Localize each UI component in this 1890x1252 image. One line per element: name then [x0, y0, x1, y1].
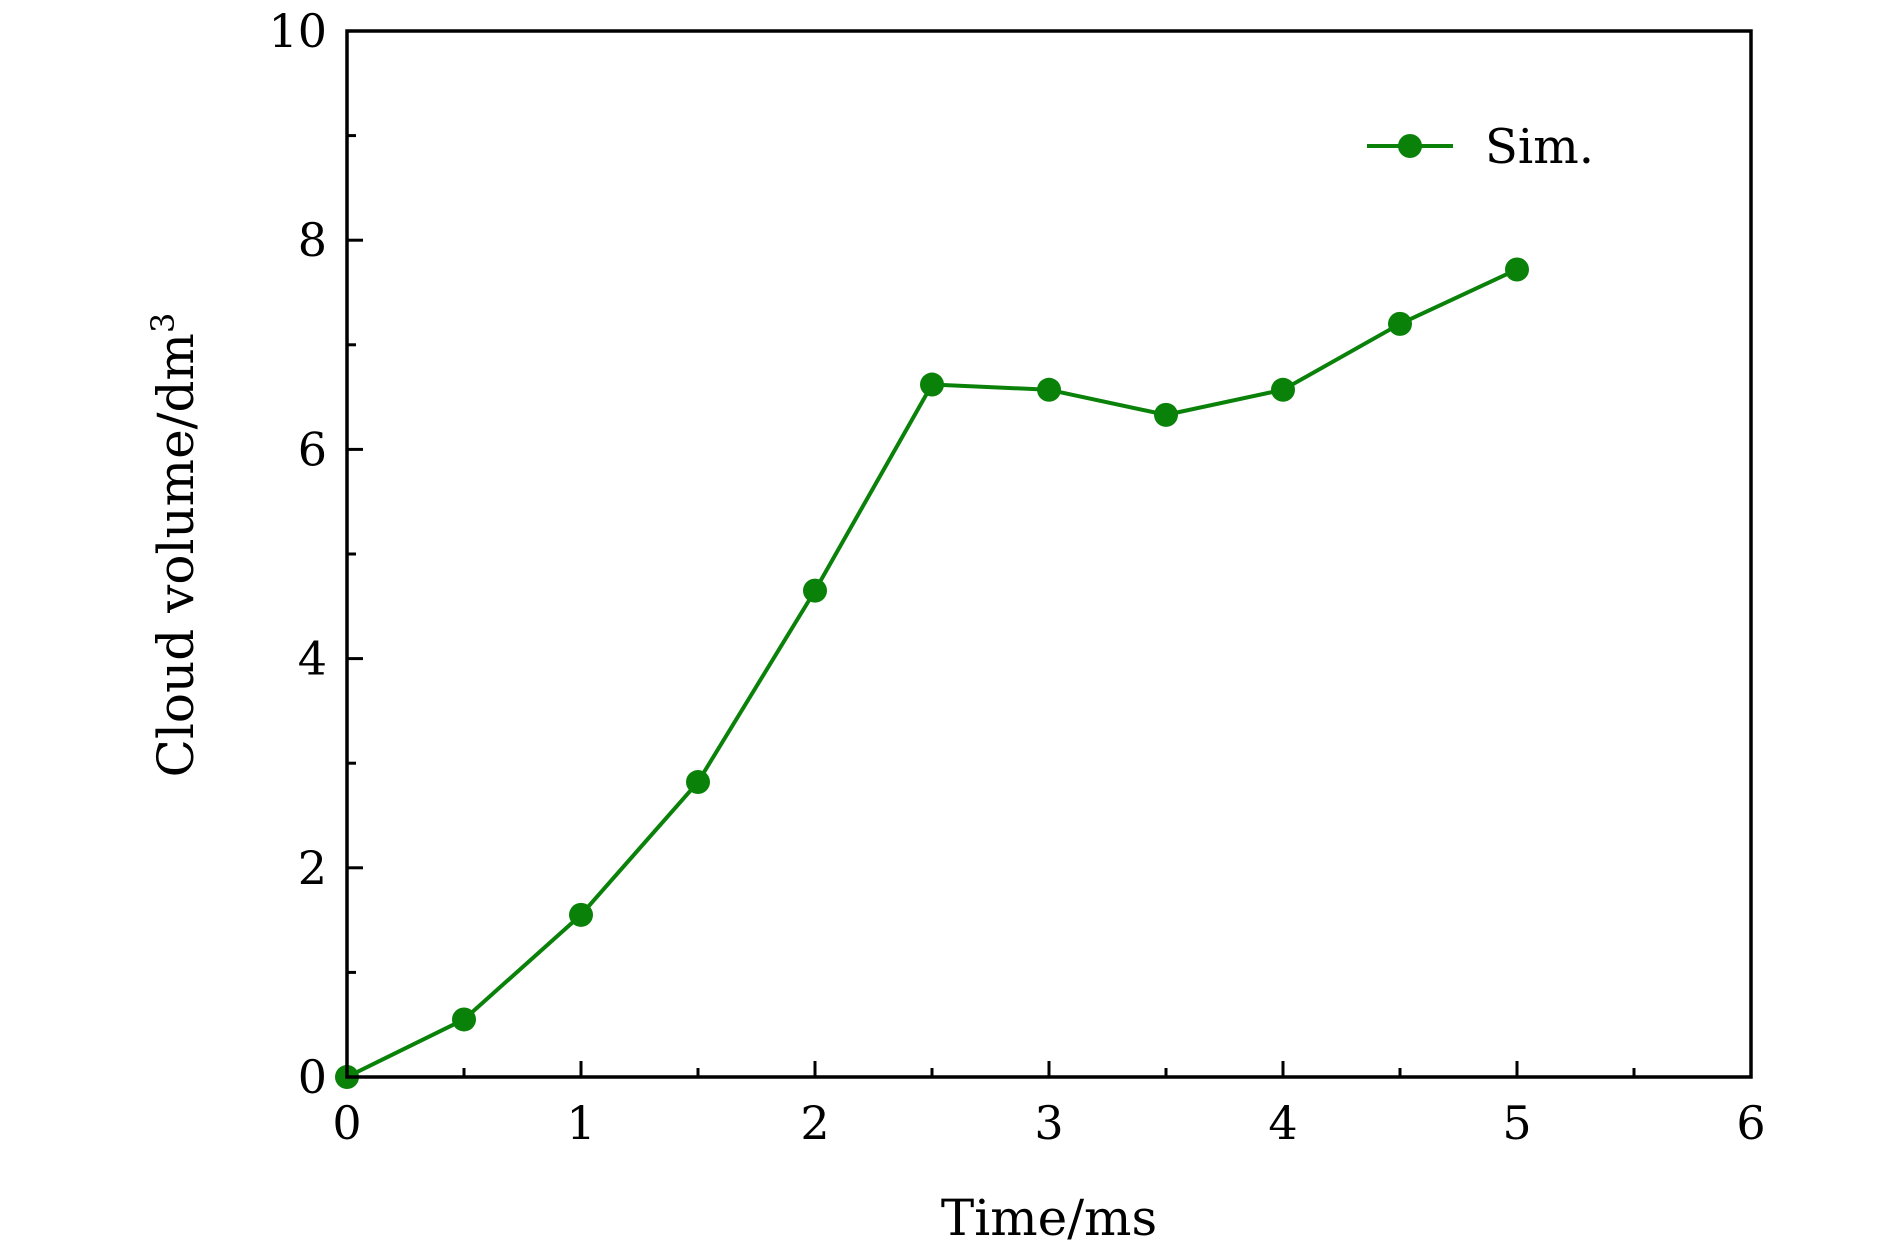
legend-label-sim: Sim. — [1485, 119, 1594, 175]
y-tick-label: 4 — [298, 632, 327, 686]
y-axis-title: Cloud volume/dm3 — [144, 313, 205, 778]
data-point — [1505, 257, 1529, 282]
legend-marker — [1398, 134, 1422, 158]
x-tick-label: 0 — [332, 1096, 361, 1150]
y-axis-title-superscript: 3 — [144, 313, 182, 333]
x-tick-label: 5 — [1502, 1096, 1531, 1150]
x-tick-label: 3 — [1034, 1096, 1063, 1150]
data-point — [1271, 377, 1295, 402]
data-point — [452, 1007, 476, 1032]
data-point — [1154, 402, 1178, 427]
legend: Sim. — [1367, 119, 1594, 175]
x-axis-title: Time/ms — [941, 1189, 1157, 1247]
y-tick-label: 6 — [298, 422, 327, 476]
plot-frame — [345, 29, 1753, 1079]
series-group — [335, 257, 1529, 1089]
y-tick-label: 0 — [298, 1050, 327, 1104]
tick-labels: 0 1 2 3 4 5 6 0 2 4 6 8 10 — [268, 4, 1765, 1150]
y-tick-label: 10 — [268, 4, 327, 58]
y-tick-label: 8 — [298, 213, 327, 267]
y-axis-title-text: Cloud volume/dm — [147, 333, 205, 777]
data-point — [1037, 377, 1061, 402]
data-point — [1388, 311, 1412, 336]
data-point — [686, 770, 710, 795]
data-point — [803, 578, 827, 603]
y-tick-label: 2 — [298, 841, 327, 895]
x-tick-label: 1 — [566, 1096, 595, 1150]
x-tick-label: 4 — [1268, 1096, 1297, 1150]
x-tick-label: 6 — [1736, 1096, 1765, 1150]
data-point — [920, 372, 944, 397]
axis-ticks — [345, 29, 1753, 1079]
x-tick-label: 2 — [800, 1096, 829, 1150]
data-point — [569, 902, 593, 927]
